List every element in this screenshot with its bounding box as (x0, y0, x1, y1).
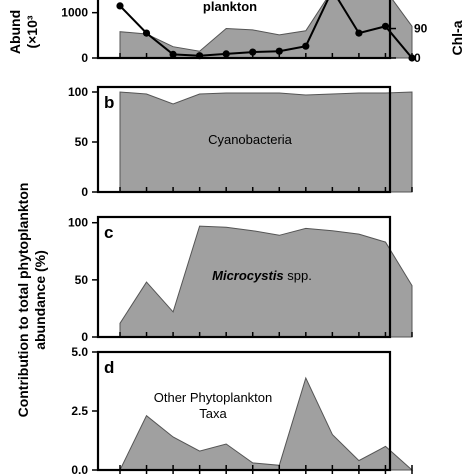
y-tick-label-b: 0 (81, 185, 88, 199)
y-tick-label-a: 0 (81, 51, 88, 65)
chl-a-point (275, 47, 283, 55)
annotation-plankton: plankton (203, 0, 257, 14)
annotation-microcystis: Microcystis spp. (212, 268, 312, 283)
chl-a-point (355, 29, 363, 37)
panel-a-left-label-line1: Abund (7, 10, 23, 54)
panel-a-right-label: Chl-a (449, 20, 465, 55)
chl-a-point (196, 52, 204, 60)
panels: 0 1000 0 90 plankton 0 50 100 b Cyanobacteria 0 50 1… (61, 0, 428, 474)
panel-letter-c: c (104, 223, 113, 242)
annotation-other-line2: Taxa (199, 406, 227, 421)
chl-a-point (116, 2, 124, 10)
y-tick-label-b: 50 (75, 135, 89, 149)
annotation-microcystis-suffix: spp. (284, 268, 312, 283)
chl-a-label: Chl-a (449, 20, 465, 55)
shared-y-label: Contribution to total phytoplankton abun… (15, 183, 48, 418)
annotation-other-line1: Other Phytoplankton (154, 390, 273, 405)
chl-a-point (249, 48, 257, 56)
chl-a-point (302, 42, 310, 50)
panel-b: 0 50 100 b Cyanobacteria (68, 85, 413, 199)
chl-a-point (169, 50, 177, 59)
y-tick-label-d: 2.5 (71, 404, 88, 418)
chl-a-point (381, 22, 390, 30)
area-b (119, 91, 413, 193)
annotation-cyanobacteria: Cyanobacteria (208, 132, 293, 147)
y-tick-label-d: 0.0 (71, 463, 88, 474)
panel-letter-d: d (104, 358, 114, 377)
y-tick-label-b: 100 (68, 85, 88, 99)
y-tick-label-c: 0 (81, 330, 88, 344)
chl-a-line (119, 0, 413, 59)
area-c (119, 225, 413, 338)
area-a (119, 0, 413, 59)
chl-a-point (142, 29, 151, 37)
frame-c (96, 215, 392, 339)
y-tick-label-a: 1000 (61, 6, 88, 20)
shared-y-label-line2: abundance (%) (32, 250, 48, 350)
annotation-microcystis-genus: Microcystis (212, 268, 284, 283)
panel-c: 0 50 100 c Microcystis spp. (68, 215, 413, 344)
chl-a-point (222, 50, 230, 58)
shared-y-label-line1: Contribution to total phytoplankton (15, 183, 31, 418)
chl-a-point (408, 54, 416, 62)
y-tick-label-c: 100 (68, 216, 88, 230)
y-tick-label-right: 90 (414, 22, 428, 36)
y-tick-label-d: 5.0 (71, 345, 88, 359)
y-tick-label-c: 50 (75, 273, 89, 287)
panel-letter-b: b (104, 93, 114, 112)
panel-a-left-label-line2: (×10³ (24, 15, 40, 48)
frame-b (96, 85, 392, 194)
panel-a: 0 1000 0 90 plankton (61, 0, 428, 65)
panel-a-left-label: Abund (×10³ (7, 10, 40, 54)
y-tick-label-right: 0 (414, 51, 421, 65)
